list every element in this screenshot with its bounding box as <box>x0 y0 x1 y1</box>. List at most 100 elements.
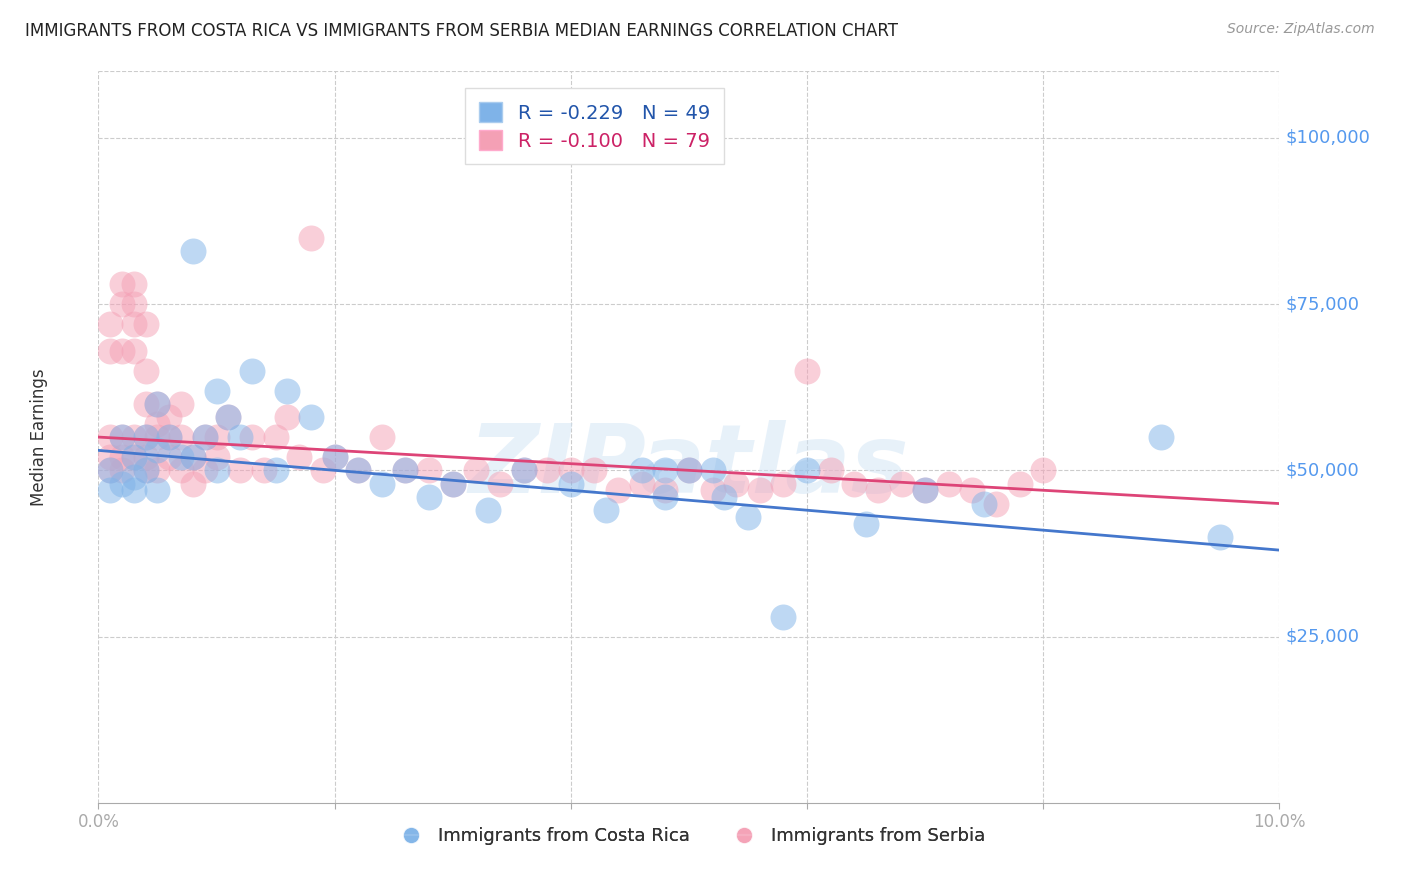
Point <box>111 450 134 464</box>
Point <box>299 230 322 244</box>
Point <box>111 463 134 477</box>
Point <box>264 430 287 444</box>
Point <box>323 450 346 464</box>
Point <box>157 410 180 425</box>
Point <box>276 384 298 398</box>
Point <box>122 297 145 311</box>
Point <box>560 463 582 477</box>
Point <box>914 483 936 498</box>
Point <box>98 463 121 477</box>
Point <box>135 430 157 444</box>
Point <box>607 483 630 498</box>
Point <box>560 476 582 491</box>
Point <box>205 463 228 477</box>
Point <box>866 483 889 498</box>
Point <box>111 430 134 444</box>
Point <box>465 463 488 477</box>
Point <box>772 609 794 624</box>
Point <box>98 450 121 464</box>
Point <box>1209 530 1232 544</box>
Text: Source: ZipAtlas.com: Source: ZipAtlas.com <box>1227 22 1375 37</box>
Point <box>111 297 134 311</box>
Point <box>371 476 394 491</box>
Point <box>264 463 287 477</box>
Point <box>229 463 252 477</box>
Point <box>654 463 676 477</box>
Point <box>312 463 335 477</box>
Point <box>678 463 700 477</box>
Point <box>489 476 512 491</box>
Point <box>98 343 121 358</box>
Point <box>796 463 818 477</box>
Point <box>820 463 842 477</box>
Point <box>146 397 169 411</box>
Point <box>229 430 252 444</box>
Point <box>217 410 239 425</box>
Point <box>157 450 180 464</box>
Point <box>890 476 912 491</box>
Point <box>111 476 134 491</box>
Point <box>205 384 228 398</box>
Text: $50,000: $50,000 <box>1285 461 1360 479</box>
Point <box>181 450 204 464</box>
Point <box>111 343 134 358</box>
Point <box>194 430 217 444</box>
Point <box>135 363 157 377</box>
Point <box>122 343 145 358</box>
Text: ZIPatlas: ZIPatlas <box>468 420 910 513</box>
Point <box>170 397 193 411</box>
Point <box>962 483 984 498</box>
Point <box>122 450 145 464</box>
Point <box>536 463 558 477</box>
Point <box>157 430 180 444</box>
Point <box>194 463 217 477</box>
Point <box>371 430 394 444</box>
Point <box>725 476 748 491</box>
Point <box>194 430 217 444</box>
Point <box>512 463 534 477</box>
Point <box>394 463 416 477</box>
Point <box>323 450 346 464</box>
Point <box>135 463 157 477</box>
Point <box>1008 476 1031 491</box>
Point <box>938 476 960 491</box>
Point <box>914 483 936 498</box>
Point <box>418 490 440 504</box>
Point <box>146 430 169 444</box>
Point <box>654 483 676 498</box>
Point <box>146 483 169 498</box>
Point <box>205 450 228 464</box>
Point <box>181 476 204 491</box>
Point <box>595 503 617 517</box>
Point <box>512 463 534 477</box>
Legend: Immigrants from Costa Rica, Immigrants from Serbia: Immigrants from Costa Rica, Immigrants f… <box>385 820 993 852</box>
Point <box>135 397 157 411</box>
Text: $100,000: $100,000 <box>1285 128 1371 147</box>
Point <box>181 450 204 464</box>
Point <box>1032 463 1054 477</box>
Point <box>253 463 276 477</box>
Point <box>347 463 370 477</box>
Point <box>477 503 499 517</box>
Point <box>146 443 169 458</box>
Point <box>441 476 464 491</box>
Point <box>135 463 157 477</box>
Point <box>418 463 440 477</box>
Point <box>146 417 169 431</box>
Point <box>170 430 193 444</box>
Point <box>122 277 145 292</box>
Point <box>98 430 121 444</box>
Point <box>772 476 794 491</box>
Point <box>122 483 145 498</box>
Text: Median Earnings: Median Earnings <box>31 368 48 506</box>
Point <box>181 244 204 258</box>
Point <box>146 463 169 477</box>
Point <box>205 430 228 444</box>
Point <box>276 410 298 425</box>
Point <box>98 483 121 498</box>
Point <box>135 430 157 444</box>
Point <box>288 450 311 464</box>
Point <box>122 450 145 464</box>
Point <box>135 317 157 331</box>
Point <box>299 410 322 425</box>
